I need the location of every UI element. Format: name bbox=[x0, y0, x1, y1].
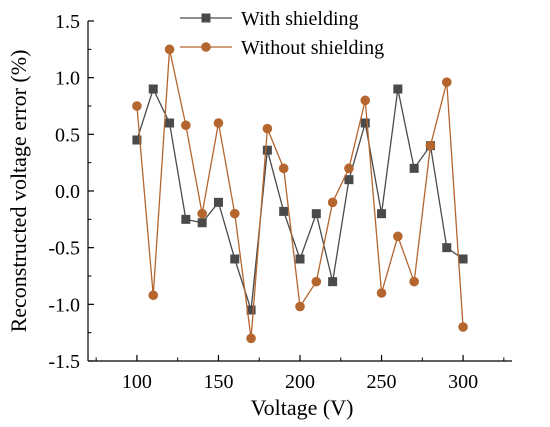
data-point-square bbox=[409, 163, 419, 173]
data-point-circle bbox=[393, 231, 403, 242]
y-axis-title: Reconstructed voltage error (%) bbox=[6, 50, 31, 333]
y-tick-label: -0.5 bbox=[48, 238, 80, 260]
y-tick-label: -1.5 bbox=[48, 351, 80, 373]
series-layer bbox=[132, 44, 468, 344]
legend-item: With shielding bbox=[180, 8, 359, 30]
y-tick-label: 1.5 bbox=[55, 11, 80, 33]
legend-label: With shielding bbox=[241, 8, 359, 30]
legend-marker-circle bbox=[201, 42, 211, 52]
y-tick-label: 0.0 bbox=[55, 181, 80, 203]
x-tick-label: 200 bbox=[285, 371, 315, 393]
data-point-circle bbox=[246, 333, 256, 344]
data-point-square bbox=[197, 218, 207, 228]
data-point-square bbox=[165, 118, 175, 128]
data-point-square bbox=[132, 135, 142, 145]
data-point-circle bbox=[295, 301, 305, 312]
series-with-shielding bbox=[132, 84, 468, 315]
data-point-square bbox=[393, 84, 403, 94]
x-tick-label: 250 bbox=[367, 371, 397, 393]
y-axis: -1.5 -1.0 -0.5 0.0 0.5 1.0 1.5 bbox=[48, 11, 94, 373]
data-point-square bbox=[344, 175, 354, 185]
x-axis-title: Voltage (V) bbox=[251, 395, 354, 420]
data-point-circle bbox=[425, 140, 436, 151]
data-point-circle bbox=[344, 163, 354, 174]
data-point-square bbox=[279, 206, 289, 216]
data-point-square bbox=[360, 118, 370, 128]
data-point-square bbox=[246, 305, 256, 315]
data-point-circle bbox=[278, 163, 289, 174]
data-point-circle bbox=[229, 208, 240, 219]
y-tick-label: 0.5 bbox=[55, 124, 80, 146]
data-point-square bbox=[295, 254, 305, 264]
data-point-square bbox=[328, 277, 338, 287]
legend-label: Without shielding bbox=[241, 37, 384, 59]
legend-marker-square bbox=[201, 13, 211, 23]
data-point-circle bbox=[360, 95, 371, 106]
y-tick-label: -1.0 bbox=[48, 294, 80, 316]
data-point-circle bbox=[132, 101, 142, 111]
data-point-circle bbox=[197, 208, 207, 219]
data-point-circle bbox=[311, 276, 322, 287]
data-point-square bbox=[148, 84, 158, 94]
data-point-circle bbox=[181, 120, 191, 131]
data-point-circle bbox=[441, 77, 452, 87]
y-tick-label: 1.0 bbox=[55, 68, 80, 90]
data-point-circle bbox=[376, 288, 387, 298]
x-axis: 100 150 200 250 300 bbox=[88, 355, 512, 393]
data-point-square bbox=[181, 214, 191, 224]
x-tick-label: 300 bbox=[448, 371, 478, 393]
data-point-square bbox=[262, 145, 272, 155]
series-line bbox=[136, 49, 464, 339]
data-point-square bbox=[377, 209, 387, 219]
data-point-circle bbox=[213, 118, 224, 128]
data-point-circle bbox=[148, 290, 159, 301]
data-point-circle bbox=[458, 322, 468, 332]
data-point-circle bbox=[327, 197, 338, 208]
data-point-square bbox=[213, 197, 223, 207]
x-tick-label: 100 bbox=[122, 371, 152, 393]
data-point-circle bbox=[164, 44, 175, 55]
data-point-circle bbox=[262, 123, 273, 134]
legend-item: Without shielding bbox=[180, 37, 384, 59]
series-without-shielding bbox=[132, 44, 468, 344]
data-point-square bbox=[442, 243, 452, 253]
x-tick-label: 150 bbox=[203, 371, 233, 393]
data-point-square bbox=[230, 254, 240, 264]
data-point-square bbox=[458, 254, 468, 264]
data-point-square bbox=[311, 209, 321, 219]
data-point-circle bbox=[409, 276, 419, 287]
legend: With shielding Without shielding bbox=[180, 8, 384, 59]
